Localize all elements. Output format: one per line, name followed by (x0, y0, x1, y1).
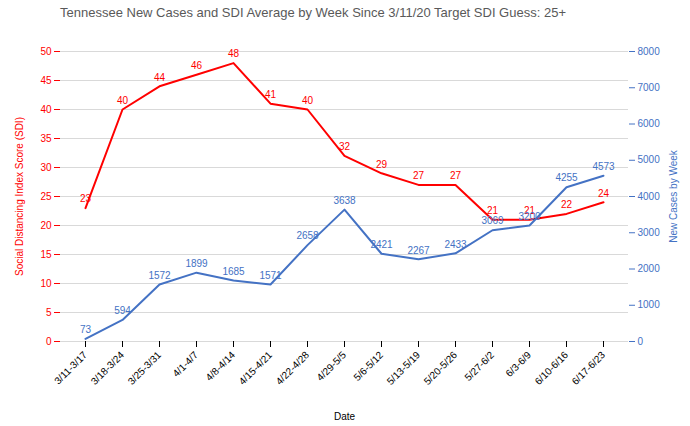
svg-text:3069: 3069 (481, 215, 504, 226)
svg-text:2421: 2421 (370, 239, 393, 250)
svg-text:20: 20 (40, 220, 52, 231)
svg-text:3/11-3/17: 3/11-3/17 (52, 349, 89, 386)
svg-text:24: 24 (598, 188, 610, 199)
svg-text:4/22-4/28: 4/22-4/28 (274, 349, 312, 387)
svg-text:4/1-4/7: 4/1-4/7 (170, 349, 200, 379)
svg-text:3/25-3/31: 3/25-3/31 (126, 349, 164, 387)
svg-text:32: 32 (339, 141, 351, 152)
svg-text:7000: 7000 (638, 82, 661, 93)
svg-text:44: 44 (154, 72, 166, 83)
svg-text:4/8-4/14: 4/8-4/14 (203, 349, 237, 383)
svg-text:41: 41 (265, 89, 277, 100)
svg-text:6/3-6/9: 6/3-6/9 (503, 349, 533, 379)
svg-text:2000: 2000 (638, 263, 661, 274)
svg-text:6/10-6/16: 6/10-6/16 (533, 349, 571, 387)
svg-text:21: 21 (487, 205, 499, 216)
svg-text:New Cases by Week: New Cases by Week (668, 149, 679, 243)
svg-text:5: 5 (46, 307, 52, 318)
svg-text:4255: 4255 (555, 172, 578, 183)
svg-text:1685: 1685 (222, 266, 245, 277)
svg-text:8000: 8000 (638, 46, 661, 57)
svg-text:6000: 6000 (638, 118, 661, 129)
svg-text:1000: 1000 (638, 299, 661, 310)
svg-text:6/17-6/23: 6/17-6/23 (570, 349, 608, 387)
svg-text:3/18-3/24: 3/18-3/24 (89, 349, 127, 387)
svg-text:35: 35 (40, 133, 52, 144)
svg-text:4/15-4/21: 4/15-4/21 (237, 349, 275, 387)
svg-text:46: 46 (191, 60, 203, 71)
svg-text:48: 48 (228, 48, 240, 59)
svg-text:3638: 3638 (333, 195, 356, 206)
html-text:Tennessee New Cases and SDI Av: Tennessee New Cases and SDI Average by W… (60, 5, 566, 20)
svg-text:2658: 2658 (296, 230, 319, 241)
svg-text:2433: 2433 (444, 239, 467, 250)
svg-text:5/20-5/26: 5/20-5/26 (422, 349, 460, 387)
svg-text:25: 25 (40, 191, 52, 202)
svg-text:594: 594 (114, 305, 131, 316)
svg-text:15: 15 (40, 249, 52, 260)
svg-text:5/27-6/2: 5/27-6/2 (462, 349, 496, 383)
svg-text:5/6-5/12: 5/6-5/12 (351, 349, 385, 383)
svg-text:73: 73 (80, 324, 92, 335)
svg-text:40: 40 (40, 104, 52, 115)
svg-text:4000: 4000 (638, 191, 661, 202)
svg-text:2267: 2267 (407, 245, 430, 256)
svg-text:0: 0 (638, 336, 644, 347)
svg-text:4/29-5/5: 4/29-5/5 (314, 349, 348, 383)
svg-text:4573: 4573 (592, 161, 615, 172)
svg-text:40: 40 (117, 95, 129, 106)
svg-text:0: 0 (46, 336, 52, 347)
svg-text:10: 10 (40, 278, 52, 289)
svg-text:40: 40 (302, 95, 314, 106)
svg-text:Social Distancing Index Score: Social Distancing Index Score (SDI) (14, 117, 25, 276)
svg-text:45: 45 (40, 75, 52, 86)
svg-text:5/13-5/19: 5/13-5/19 (385, 349, 423, 387)
svg-text:Date: Date (334, 411, 356, 422)
svg-text:1899: 1899 (185, 258, 208, 269)
svg-text:23: 23 (80, 193, 92, 204)
svg-text:30: 30 (40, 162, 52, 173)
svg-text:5000: 5000 (638, 154, 661, 165)
svg-text:3000: 3000 (638, 227, 661, 238)
svg-text:22: 22 (561, 199, 573, 210)
svg-text:1572: 1572 (148, 270, 171, 281)
svg-text:1571: 1571 (259, 270, 282, 281)
svg-text:27: 27 (413, 170, 425, 181)
svg-text:3200: 3200 (518, 211, 541, 222)
svg-text:27: 27 (450, 170, 462, 181)
svg-text:29: 29 (376, 159, 388, 170)
svg-text:50: 50 (40, 46, 52, 57)
